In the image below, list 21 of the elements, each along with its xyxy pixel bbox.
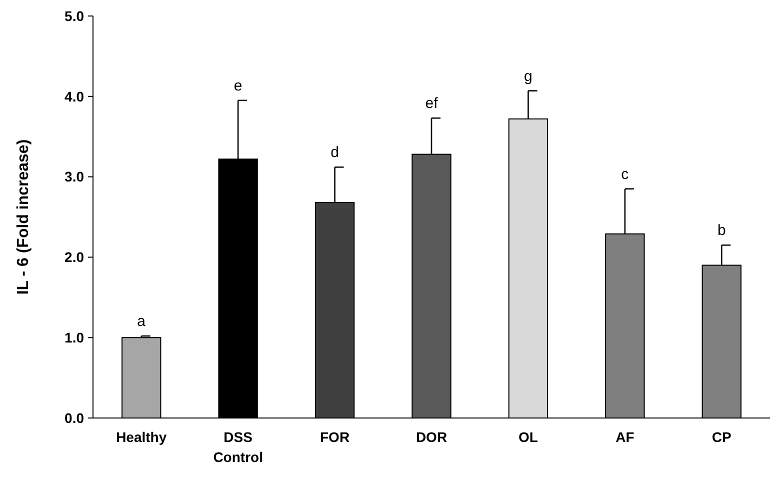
annotation: d [330,144,339,162]
y-axis-title: IL - 6 (Fold increase) [15,139,32,295]
annotation: g [524,68,532,85]
x-tick-label: OL [518,429,538,445]
x-tick-label: DOR [416,429,448,445]
x-tick-label: AF [616,429,635,445]
annotation: c [621,166,630,183]
annotation: b [717,222,726,240]
y-tick-label: 2.0 [64,249,84,266]
y-tick-label: 1.0 [64,330,84,346]
y-tick-label: 3.0 [64,168,84,185]
annotation: e [234,77,242,94]
y-tick-label: 5.0 [64,8,84,24]
annotation: ef [425,95,439,112]
x-tick-label: FOR [320,429,350,445]
x-tick-label: CP [712,429,732,445]
y-tick-label: 4.0 [64,88,84,104]
x-tick-label: DSS Control [213,429,263,465]
annotation: a [137,312,146,330]
x-tick-label: Healthy [116,429,167,445]
y-tick-label: 0.0 [64,410,84,426]
